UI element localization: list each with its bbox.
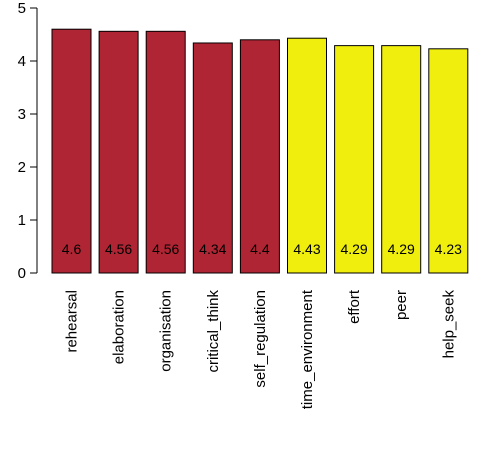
y-tick-label: 2 (18, 159, 26, 176)
bars (51, 28, 469, 274)
bar (98, 30, 139, 274)
x-category-label: time_environment (299, 289, 316, 409)
bar (192, 42, 233, 274)
x-category-label: effort (346, 289, 363, 324)
bar-value-label: 4.6 (62, 241, 82, 257)
y-tick-label: 1 (18, 212, 26, 229)
x-category-label: self_regulation (252, 290, 269, 388)
bar (287, 37, 327, 274)
x-category-labels: rehearsal elaboration organisation critical… (64, 289, 458, 409)
bar-value-label: 4.23 (435, 241, 462, 257)
bar (239, 39, 280, 274)
bar-value-label: 4.56 (152, 241, 179, 257)
bar (51, 28, 92, 274)
x-category-label: help_seek (440, 290, 457, 359)
x-category-label: organisation (158, 290, 175, 372)
bar (428, 48, 469, 274)
x-category-label: peer (393, 290, 410, 320)
y-tick-label: 4 (18, 53, 26, 70)
y-axis: 0 1 2 3 4 5 (18, 0, 38, 282)
y-tick-label: 0 (18, 265, 26, 282)
y-tick-label: 5 (18, 0, 26, 17)
bar-value-labels: 4.6 4.56 4.56 4.34 4.4 4.43 4.29 4.29 4.23 (62, 241, 462, 257)
bar-value-label: 4.43 (293, 241, 320, 257)
x-category-label: rehearsal (64, 290, 81, 353)
x-category-label: critical_think (205, 290, 222, 373)
bar (334, 45, 375, 274)
x-category-label: elaboration (111, 290, 128, 364)
bar (381, 45, 422, 274)
bar-value-label: 4.29 (340, 241, 367, 257)
bar (145, 30, 186, 274)
bar-value-label: 4.34 (199, 241, 226, 257)
y-tick-label: 3 (18, 106, 26, 123)
bar-value-label: 4.4 (250, 241, 270, 257)
bar-value-label: 4.29 (388, 241, 415, 257)
bar-value-label: 4.56 (105, 241, 132, 257)
